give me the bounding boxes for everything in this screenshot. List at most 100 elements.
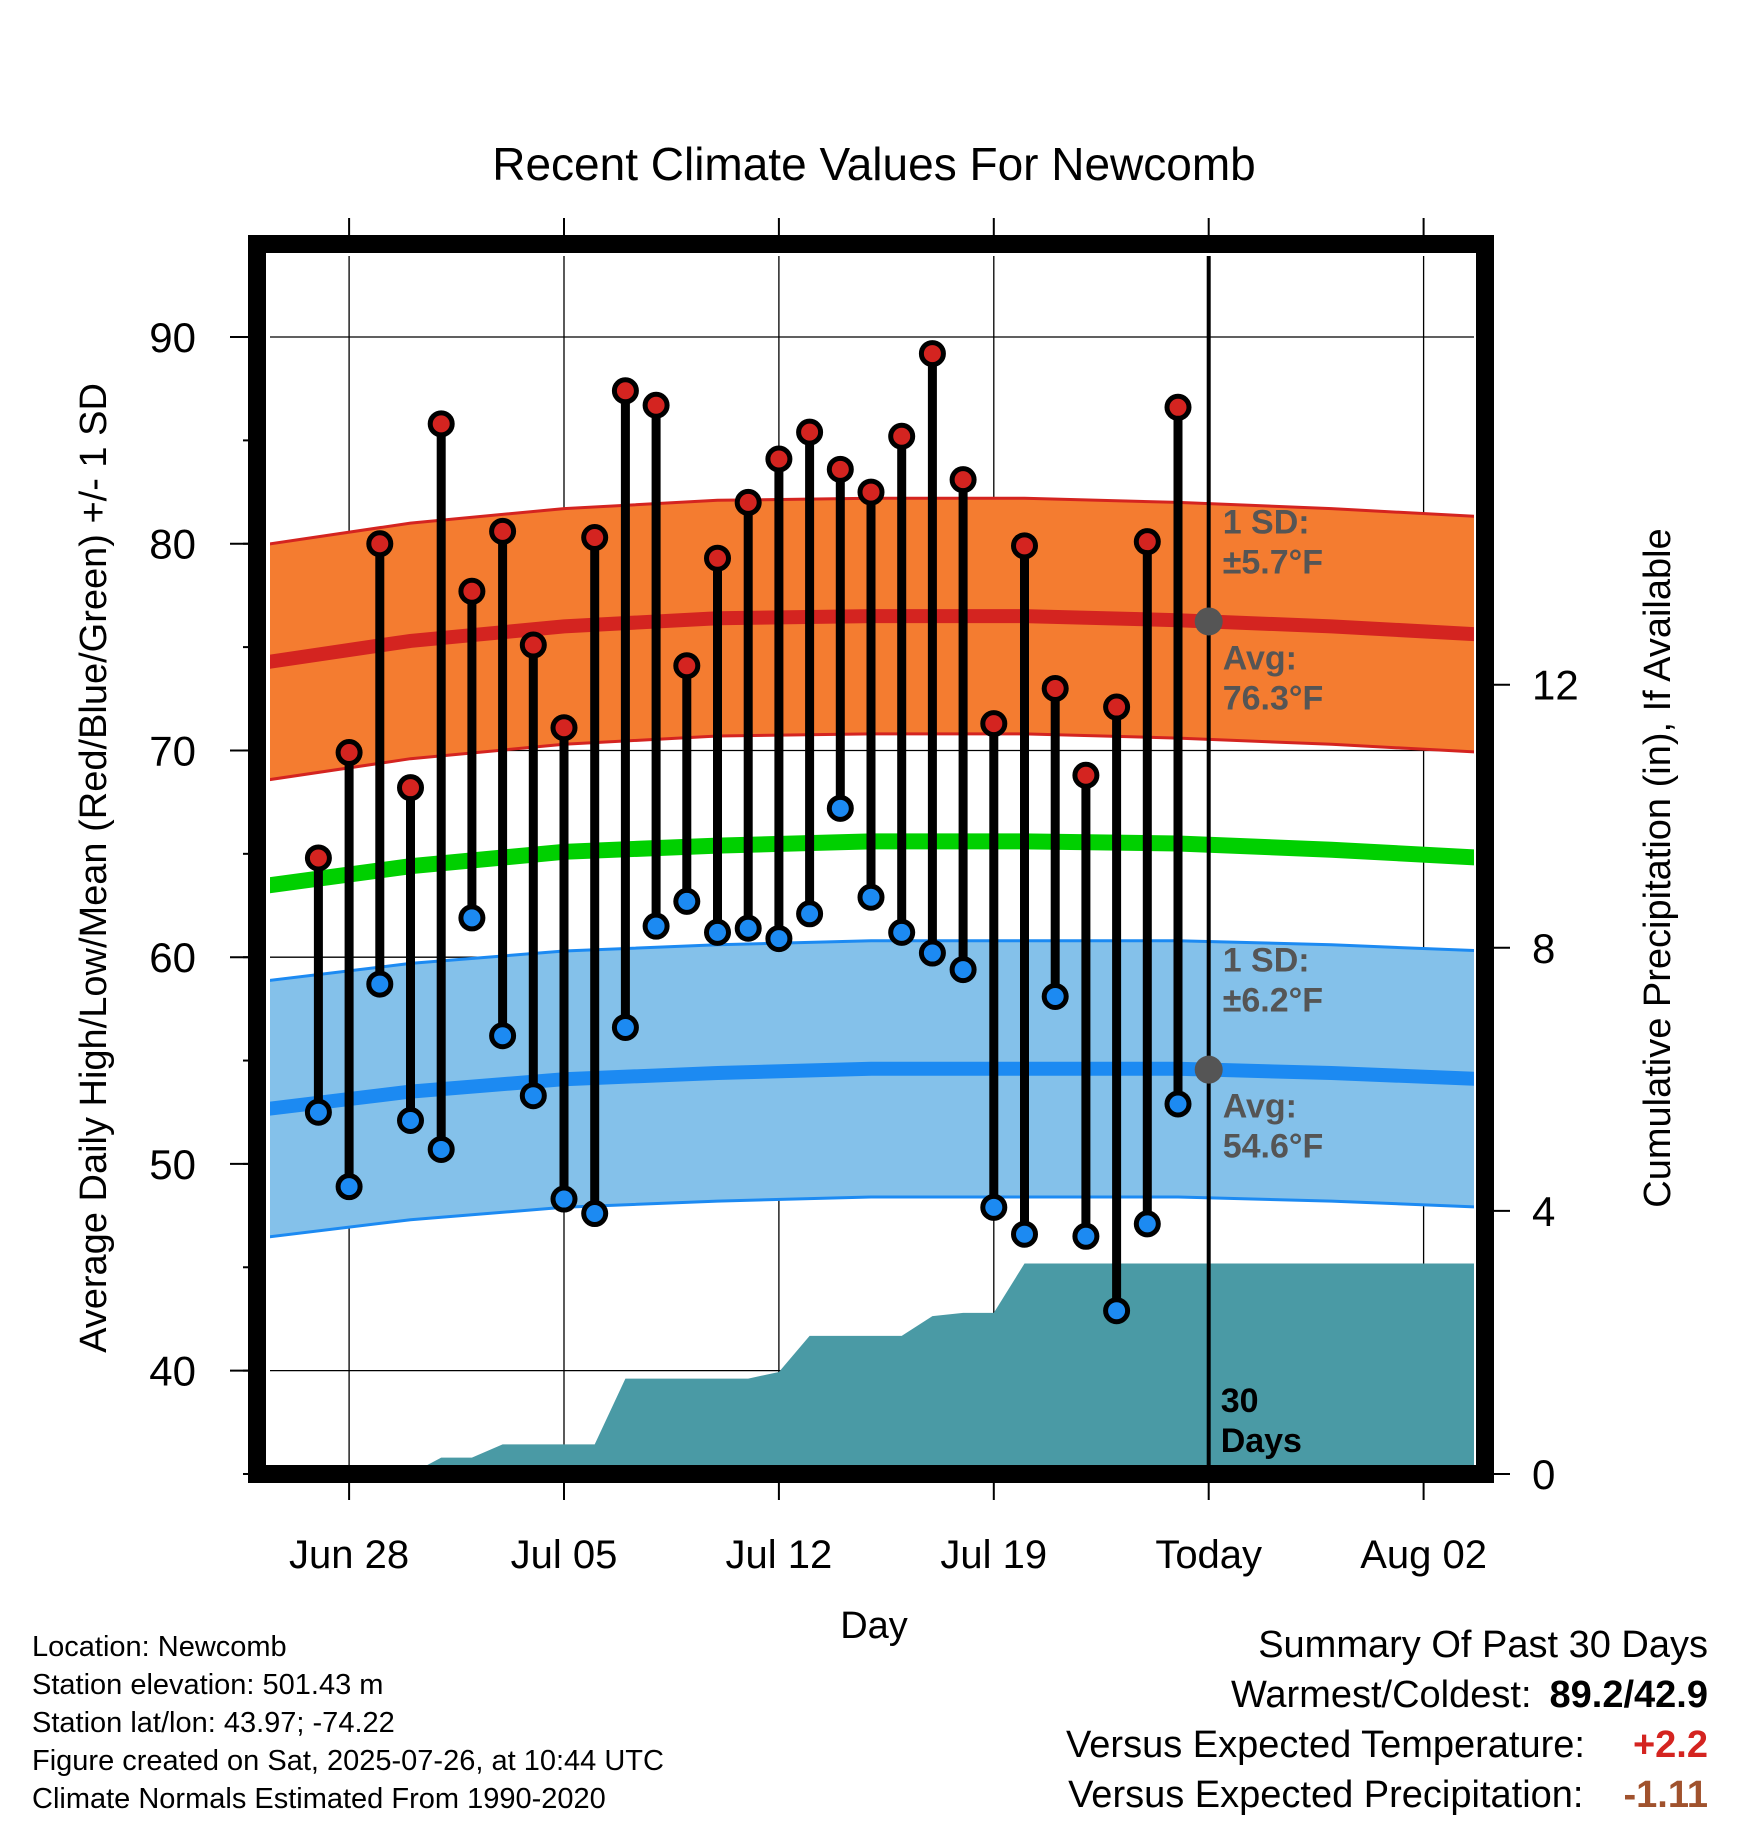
x-tick-label: Today [1155,1533,1262,1577]
y2-axis-label: Cumulative Precipitation (in), If Availa… [1637,528,1679,1207]
daily-low-point [949,956,977,984]
daily-high-point [1011,532,1038,560]
daily-high-point [1072,761,1100,789]
daily-low-point [734,914,762,942]
daily-low-point [366,970,394,998]
daily-low-point [427,1135,455,1163]
high-avg-annotation: 76.3°F [1223,679,1324,717]
daily-low-point [581,1200,609,1228]
x-axis-label: Day [840,1605,908,1647]
y-tick-label: 60 [149,934,196,981]
daily-high-point [1103,693,1131,721]
low-sd-annotation: ±6.2°F [1223,981,1323,1019]
daily-low-point [765,925,793,953]
daily-low-point [826,794,854,822]
daily-high-point [888,422,916,450]
summary-temp-row: Versus Expected Temperature: +2.2 [1066,1720,1708,1770]
summary-precip-row: Versus Expected Precipitation: -1.11 [1066,1770,1708,1820]
daily-high-point [1164,393,1192,421]
high-avg-annotation: Avg: [1223,639,1297,677]
low-sd-upper-line [270,939,1474,982]
daily-low-point [397,1107,424,1135]
today-days-annotation: 30 [1221,1382,1259,1420]
daily-low-point [642,912,670,940]
daily-low-point [550,1185,578,1213]
y2-tick-label: 4 [1532,1188,1555,1235]
high-sd-annotation: 1 SD: [1223,504,1310,542]
daily-low-point [857,883,885,911]
high-sd-annotation: ±5.7°F [1223,544,1323,582]
daily-low-point [304,1098,332,1126]
y-tick-label: 70 [149,727,196,774]
created-text: Figure created on Sat, 2025-07-26, at 10… [32,1745,664,1777]
daily-high-point [765,445,793,473]
daily-high-point [397,774,424,802]
daily-high-point [1133,528,1161,556]
low-sd-annotation: 1 SD: [1223,941,1310,979]
low-avg-annotation: 54.6°F [1223,1128,1324,1166]
daily-high-point [550,714,578,742]
daily-low-point [980,1193,1008,1221]
daily-high-point [826,455,854,483]
daily-high-point [857,478,885,506]
daily-low-point [796,900,824,928]
daily-high-point [458,577,486,605]
daily-high-point [980,710,1008,738]
elevation-text: Station elevation: 501.43 m [32,1669,384,1701]
precip-label: Versus Expected Precipitation: [1068,1774,1584,1816]
low-avg-annotation: Avg: [1223,1088,1297,1126]
daily-low-point [1041,982,1069,1010]
summary-warmest-row: Warmest/Coldest: 89.2/42.9 [1066,1670,1708,1720]
daily-low-point [673,887,701,915]
summary-panel: Summary Of Past 30 Days Warmest/Coldest:… [1066,1620,1708,1820]
daily-low-point [1164,1090,1192,1118]
plot-frame [248,235,1494,1483]
chart-title: Recent Climate Values For Newcomb [492,138,1256,190]
daily-high-point [704,544,731,572]
daily-high-point [734,488,762,516]
daily-high-point [949,466,977,494]
location-text: Location: Newcomb [32,1631,287,1663]
daily-high-point [581,524,609,552]
x-tick-label: Jul 05 [511,1533,618,1577]
daily-low-point [519,1082,547,1110]
daily-low-point [1103,1297,1131,1325]
daily-high-point [335,739,363,767]
daily-high-point [642,391,670,419]
daily-low-point [1133,1210,1161,1238]
daily-low-point [1072,1222,1100,1250]
low-sd-lower-line [270,1195,1474,1239]
daily-high-point [304,844,332,872]
temp-label: Versus Expected Temperature: [1066,1724,1585,1766]
daily-high-point [918,340,946,368]
daily-low-point [611,1013,639,1041]
y-axis-label: Average Daily High/Low/Mean (Red/Blue/Gr… [73,383,115,1353]
precip-value: -1.11 [1623,1774,1708,1816]
warmest-label: Warmest/Coldest: [1230,1674,1532,1716]
daily-high-point [427,410,455,438]
warmest-value: 89.2/42.9 [1549,1674,1708,1716]
station-info: Location: Newcomb Station elevation: 501… [32,1628,664,1818]
precipitation-area [425,1263,1474,1466]
daily-low-point [704,918,731,946]
x-tick-label: Jul 12 [726,1533,833,1577]
normals-text: Climate Normals Estimated From 1990-2020 [32,1783,606,1815]
daily-high-point [366,530,394,558]
today-low-normal-marker [1194,1055,1223,1084]
summary-title: Summary Of Past 30 Days [1258,1624,1708,1666]
daily-low-point [458,904,486,932]
x-tick-label: Jun 28 [289,1533,409,1577]
daily-high-point [673,652,701,680]
today-high-normal-marker [1194,607,1223,636]
today-days-annotation: Days [1221,1422,1302,1460]
daily-high-point [489,517,517,545]
low-sd-band [270,940,1474,1237]
daily-high-point [1041,674,1069,702]
y2-tick-label: 0 [1532,1451,1555,1498]
x-tick-label: Jul 19 [940,1533,1047,1577]
daily-low-point [1011,1220,1038,1248]
daily-high-point [519,631,547,659]
